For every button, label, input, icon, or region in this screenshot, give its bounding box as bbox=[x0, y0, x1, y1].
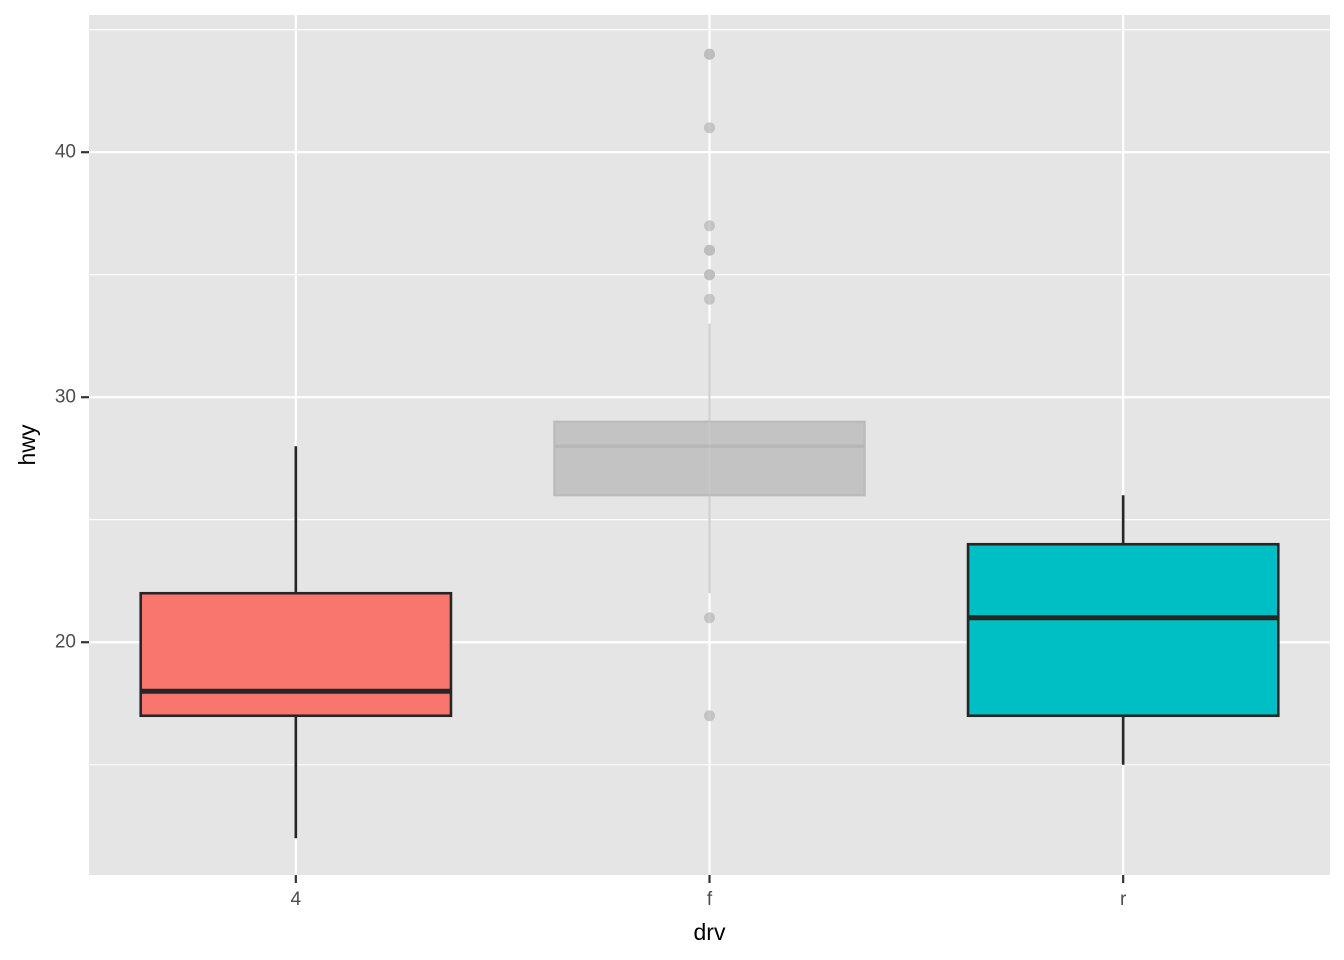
y-axis: 20 30 40 bbox=[55, 142, 89, 653]
outlier-point bbox=[704, 220, 715, 232]
outlier-point bbox=[704, 48, 715, 60]
y-axis-title: hwy bbox=[14, 424, 40, 465]
outlier-point bbox=[704, 293, 715, 305]
y-tick-label: 30 bbox=[55, 387, 76, 408]
outlier-point bbox=[704, 122, 715, 134]
x-tick-label: f bbox=[707, 889, 713, 910]
box-iqr bbox=[139, 591, 453, 718]
box-4 bbox=[139, 446, 453, 839]
box-f bbox=[553, 48, 866, 722]
y-tick-label: 40 bbox=[55, 142, 76, 163]
x-tick-label: 4 bbox=[291, 889, 302, 910]
x-axis: 4 f r bbox=[291, 875, 1127, 910]
outlier-point bbox=[704, 269, 715, 281]
x-axis-title: drv bbox=[694, 919, 726, 945]
outlier-point bbox=[704, 244, 715, 256]
boxplot-series bbox=[139, 48, 1280, 839]
x-tick-label: r bbox=[1120, 889, 1127, 910]
box-iqr bbox=[966, 542, 1280, 718]
box-iqr bbox=[553, 420, 866, 497]
box-r bbox=[966, 495, 1280, 765]
outlier-point bbox=[704, 710, 715, 722]
y-tick-label: 20 bbox=[55, 632, 76, 653]
outlier-point bbox=[704, 612, 715, 624]
